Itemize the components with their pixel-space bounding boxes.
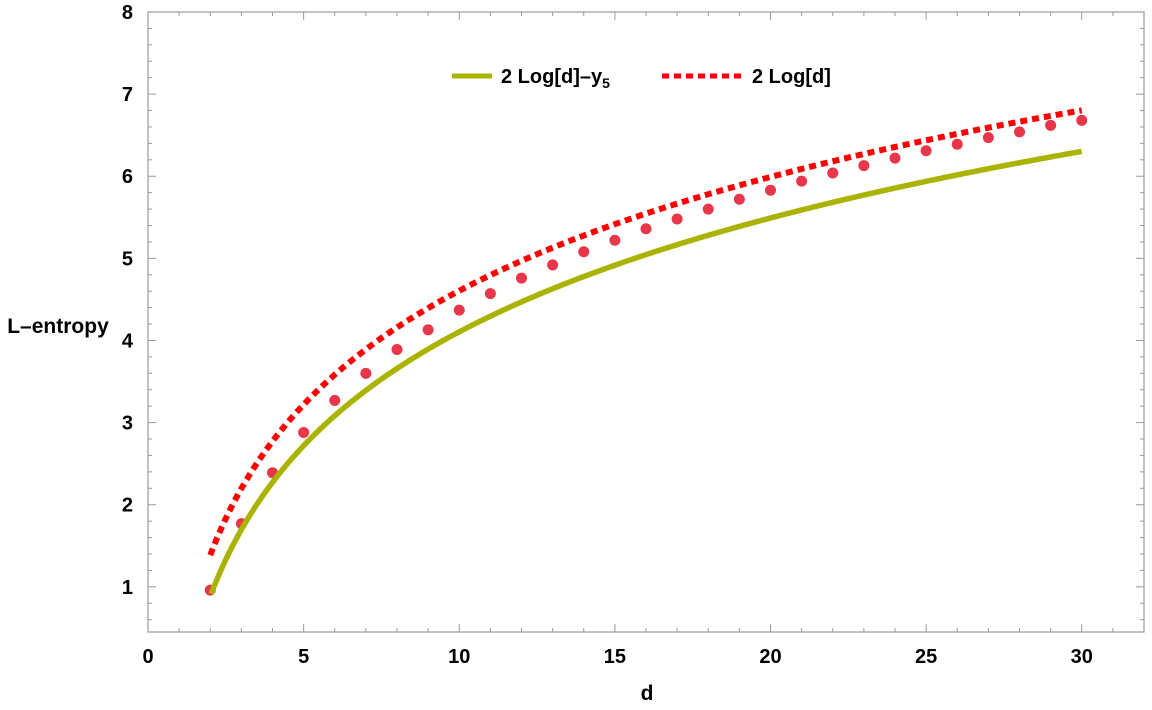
data-point: [827, 167, 839, 179]
data-point: [1076, 114, 1088, 126]
data-point: [982, 132, 994, 144]
x-axis-label: d: [641, 682, 654, 705]
axis-ticks: [148, 12, 1144, 632]
data-point: [391, 344, 403, 356]
x-tick-label: 25: [915, 646, 937, 668]
legend: 2 Log[d]–y5 2 Log[d]: [452, 66, 831, 91]
x-tick-label: 5: [298, 646, 309, 668]
y-tick-label: 8: [122, 2, 133, 24]
y-tick-label: 3: [122, 413, 133, 435]
x-tick-label: 20: [759, 646, 781, 668]
y-tick-label: 7: [122, 84, 133, 106]
data-point: [920, 145, 932, 157]
data-point: [702, 203, 714, 215]
data-point: [360, 367, 372, 379]
x-tick-label: 0: [142, 646, 153, 668]
y-tick-label: 1: [122, 577, 133, 599]
data-point: [1045, 119, 1057, 131]
data-point: [516, 272, 527, 284]
data-point: [671, 213, 683, 225]
data-point: [796, 175, 808, 187]
legend-label-series-1: 2 Log[d]–y5: [501, 66, 610, 91]
data-point: [422, 324, 434, 336]
data-point: [640, 223, 652, 235]
x-tick-label: 10: [448, 646, 470, 668]
data-point: [484, 288, 496, 300]
x-tick-label: 15: [604, 646, 626, 668]
data-point: [733, 193, 745, 205]
data-point: [578, 246, 590, 258]
data-point: [889, 152, 901, 164]
series-line-2log-d-minus-y5: [208, 148, 1083, 595]
data-point: [329, 394, 341, 406]
legend-label-series-1-subscript: 5: [602, 75, 610, 91]
y-tick-label: 6: [122, 166, 133, 188]
data-point: [1014, 126, 1025, 138]
data-point: [951, 138, 963, 150]
legend-label-series-2: 2 Log[d]: [752, 66, 831, 88]
data-point: [453, 304, 465, 316]
data-point: [858, 160, 870, 172]
legend-label-series-1-main: 2 Log[d]–y: [501, 66, 603, 88]
data-point: [609, 234, 621, 246]
x-tick-labels: 0 5 10 15 20 25 30: [142, 646, 1092, 668]
data-point: [298, 426, 310, 438]
x-tick-label: 30: [1071, 646, 1093, 668]
plot-frame: [147, 11, 1145, 633]
data-point: [547, 259, 559, 271]
data-point: [765, 184, 776, 196]
y-tick-labels: 1 2 3 4 5 6 7 8: [122, 2, 134, 599]
y-tick-label: 4: [122, 330, 134, 352]
markers-layer: [204, 114, 1088, 596]
y-tick-label: 5: [122, 248, 133, 270]
y-axis-label: L–entropy: [7, 315, 109, 338]
y-tick-label: 2: [122, 495, 133, 517]
